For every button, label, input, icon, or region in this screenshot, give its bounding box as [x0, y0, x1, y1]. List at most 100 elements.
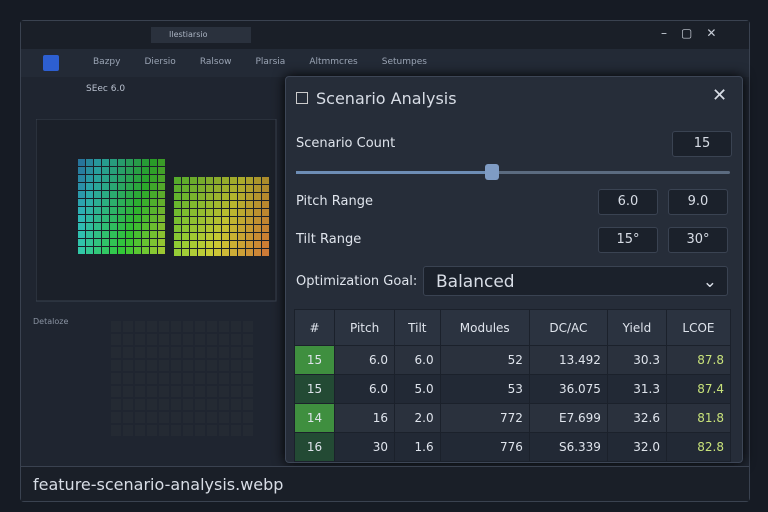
- menu-item[interactable]: Ralsow: [199, 57, 232, 67]
- cell: [195, 321, 205, 332]
- cell: [230, 201, 237, 208]
- cell: [142, 231, 149, 238]
- table-row[interactable]: 15 6.0 6.0 52 13.492 30.3 87.8: [293, 345, 732, 375]
- cell: [174, 185, 181, 192]
- table-row[interactable]: 14 16 2.0 772 E7.699 32.6 81.8: [293, 403, 732, 433]
- cell: [183, 334, 193, 345]
- cell: [231, 321, 241, 332]
- slider-thumb[interactable]: [485, 164, 499, 180]
- cell: [118, 223, 125, 230]
- cell: [147, 412, 157, 423]
- cell: [246, 225, 253, 232]
- cell: [102, 223, 109, 230]
- cell: [262, 201, 269, 208]
- cell: [110, 175, 117, 182]
- cell: [198, 185, 205, 192]
- cell: [222, 201, 229, 208]
- table-cell: 30.3: [606, 345, 667, 375]
- cell: [206, 185, 213, 192]
- cell: [206, 217, 213, 224]
- table-cell: 1.6: [394, 432, 441, 462]
- column-header: DC/AC: [528, 309, 608, 346]
- menu-item[interactable]: Altmmcres: [309, 57, 358, 67]
- cell: [111, 425, 121, 436]
- cell: [238, 193, 245, 200]
- cell: [243, 373, 253, 384]
- cell: [159, 425, 169, 436]
- cell: [111, 399, 121, 410]
- cell: [182, 217, 189, 224]
- menu-item[interactable]: Bazpy: [93, 57, 121, 67]
- table-cell: 87.4: [665, 374, 732, 404]
- cell: [182, 177, 189, 184]
- cell: [94, 247, 101, 254]
- table-cell: S6.339: [528, 432, 608, 462]
- cell: [182, 225, 189, 232]
- cell: [183, 347, 193, 358]
- menu-item[interactable]: Plarsia: [255, 57, 286, 67]
- cell: [86, 223, 93, 230]
- menu-item[interactable]: Setumpes: [381, 57, 427, 67]
- goal-value: Balanced: [436, 272, 515, 292]
- field-input[interactable]: 15: [672, 131, 732, 157]
- column-header: Yield: [606, 309, 667, 346]
- table-row[interactable]: 16 30 1.6 776 S6.339 32.0 82.8: [293, 432, 732, 462]
- cell: [78, 183, 85, 190]
- cell: [222, 233, 229, 240]
- cell: [158, 207, 165, 214]
- cell: [171, 399, 181, 410]
- tab[interactable]: Ilestiarsio: [151, 27, 251, 43]
- cell: [78, 207, 85, 214]
- table-cell: 6.0: [334, 374, 396, 404]
- cell: [222, 225, 229, 232]
- cell: [78, 199, 85, 206]
- cell: [171, 360, 181, 371]
- cell: [150, 199, 157, 206]
- sub-toolbar: SEec 6.0: [21, 77, 285, 103]
- cell: [198, 201, 205, 208]
- cell: [207, 360, 217, 371]
- slider-track[interactable]: [296, 171, 730, 174]
- cell: [102, 191, 109, 198]
- cell: [254, 249, 261, 256]
- cell: [135, 360, 145, 371]
- cell: [134, 223, 141, 230]
- field-input[interactable]: 30°: [668, 227, 728, 253]
- table-cell: 2.0: [394, 403, 441, 433]
- cell: [206, 233, 213, 240]
- cell: [230, 225, 237, 232]
- cell: [243, 412, 253, 423]
- window-controls[interactable]: –▢✕: [661, 26, 731, 40]
- goal-select[interactable]: Balanced ⌄: [423, 266, 728, 296]
- cell: [118, 175, 125, 182]
- left-label: Detaloze: [33, 317, 69, 326]
- cell: [190, 193, 197, 200]
- spec-select[interactable]: SEec 6.0: [86, 84, 126, 94]
- goal-label: Optimization Goal:: [296, 274, 418, 289]
- cell: [222, 217, 229, 224]
- cell: [111, 373, 121, 384]
- cell: [134, 247, 141, 254]
- cell: [102, 215, 109, 222]
- cell: [198, 249, 205, 256]
- menu-item[interactable]: Diersio: [144, 57, 176, 67]
- field-input[interactable]: 9.0: [668, 189, 728, 215]
- close-button[interactable]: ✕: [712, 85, 728, 106]
- cell: [207, 399, 217, 410]
- cell: [147, 334, 157, 345]
- field-input[interactable]: 15°: [598, 227, 658, 253]
- cell: [102, 175, 109, 182]
- cell: [78, 167, 85, 174]
- cell: [158, 191, 165, 198]
- cell: [86, 167, 93, 174]
- cell: [111, 334, 121, 345]
- cell: [219, 347, 229, 358]
- scenario-panel: Scenario Analysis ✕ Optimization Goal: B…: [285, 76, 743, 463]
- cell: [110, 191, 117, 198]
- cell: [262, 241, 269, 248]
- field-input[interactable]: 6.0: [598, 189, 658, 215]
- cell: [123, 360, 133, 371]
- cell: [134, 215, 141, 222]
- cell: [142, 247, 149, 254]
- table-row[interactable]: 15 6.0 5.0 53 36.075 31.3 87.4: [293, 374, 732, 404]
